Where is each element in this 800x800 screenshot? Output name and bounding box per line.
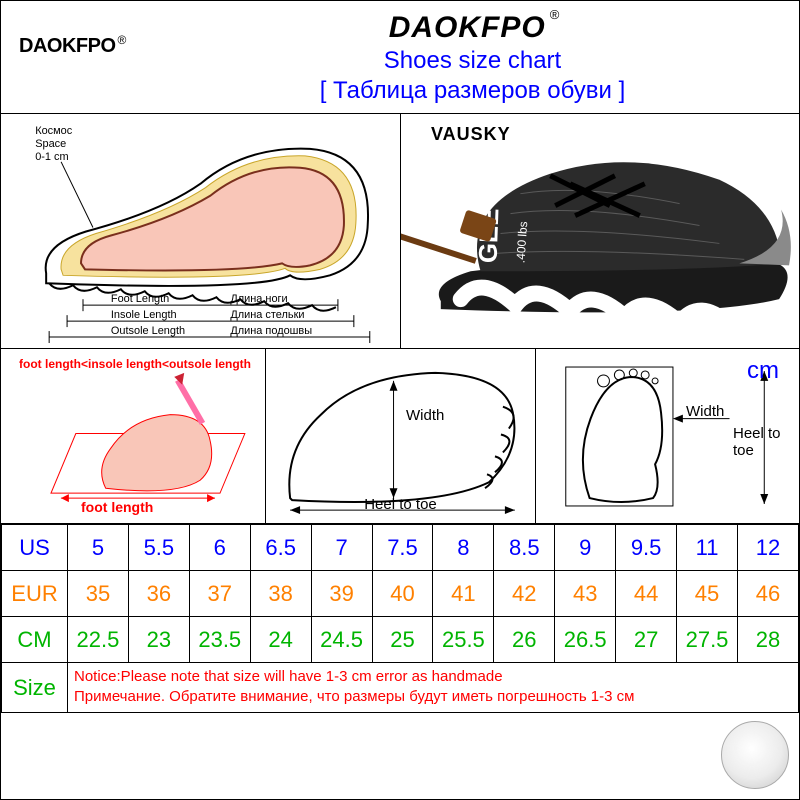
space-val: 0-1 cm xyxy=(35,151,68,163)
measure-svg xyxy=(1,349,265,523)
footprint-diagram: cm Width Heel to toe xyxy=(536,349,799,523)
size-chart-frame: DAOKFPO® DAOKFPO® Shoes size chart [ Таб… xyxy=(0,0,800,800)
trademark-small: ® xyxy=(118,33,126,47)
cross-section-diagram: Космос Space 0-1 cm Foot Length Длина но… xyxy=(1,114,401,348)
outsole-length-en: Outsole Length xyxy=(111,325,185,337)
order-inequality: foot length<insole length<outsole length xyxy=(19,357,251,371)
foot-length-en: Foot Length xyxy=(111,293,169,305)
brand-left: DAOKFPO® xyxy=(1,1,146,113)
foot-diagrams-row: foot length<insole length<outsole length… xyxy=(1,349,799,524)
heel-subtext: .400 lbs xyxy=(513,221,530,264)
insole-length-ru: Длина стельки xyxy=(230,309,304,321)
cm-unit: cm xyxy=(747,357,779,385)
label-eur: EUR xyxy=(2,571,68,617)
label-cm: CM xyxy=(2,617,68,663)
insole-length-en: Insole Length xyxy=(111,309,177,321)
space-ru: Космос xyxy=(35,125,73,137)
foot-length-label: foot length xyxy=(81,499,153,515)
label-us: US xyxy=(2,525,68,571)
title-block: DAOKFPO® Shoes size chart [ Таблица разм… xyxy=(146,1,799,113)
width-label-right: Width xyxy=(686,403,724,420)
size-table: US 55.566.577.588.599.51112 EUR 35363738… xyxy=(1,524,799,713)
mid-panel: Космос Space 0-1 cm Foot Length Длина но… xyxy=(1,114,799,349)
notice-cell: Notice:Please note that size will have 1… xyxy=(68,663,799,713)
foot-length-ru: Длина ноги xyxy=(230,293,287,305)
vausky-brand: VAUSKY xyxy=(431,124,511,145)
brand-text-small: DAOKFPO xyxy=(19,35,116,57)
trademark-big: ® xyxy=(550,7,561,22)
label-size: Size xyxy=(2,663,68,713)
foot-side-diagram: Width Heel to toe xyxy=(266,349,536,523)
product-shoe-svg: GEE .400 lbs xyxy=(401,114,799,348)
row-eur: EUR 353637383940414243444546 xyxy=(2,571,799,617)
row-us: US 55.566.577.588.599.51112 xyxy=(2,525,799,571)
subtitle-ru: [ Таблица размеров обуви ] xyxy=(146,77,799,105)
width-label-mid: Width xyxy=(406,407,444,424)
row-notice: Size Notice:Please note that size will h… xyxy=(2,663,799,713)
heel-to-toe-right: Heel to toe xyxy=(733,425,793,459)
measure-diagram: foot length<insole length<outsole length… xyxy=(1,349,266,523)
cross-section-svg: Космос Space 0-1 cm Foot Length Длина но… xyxy=(1,114,400,348)
subtitle-en: Shoes size chart xyxy=(146,47,799,75)
brand-big: DAOKFPO® xyxy=(389,11,557,45)
space-en: Space xyxy=(35,138,66,150)
notice-en: Notice:Please note that size will have 1… xyxy=(74,667,792,687)
product-shoe-panel: VAUSKY xyxy=(401,114,799,348)
notice-ru: Примечание. Обратите внимание, что разме… xyxy=(74,687,792,707)
magnifier-lens-icon xyxy=(721,721,789,789)
brand-text-big: DAOKFPO xyxy=(389,11,546,44)
header-row: DAOKFPO® DAOKFPO® Shoes size chart [ Таб… xyxy=(1,1,799,114)
heel-to-toe-mid: Heel to toe xyxy=(266,496,535,513)
outsole-length-ru: Длина подошвы xyxy=(230,325,312,337)
row-cm: CM 22.52323.52424.52525.52626.52727.528 xyxy=(2,617,799,663)
